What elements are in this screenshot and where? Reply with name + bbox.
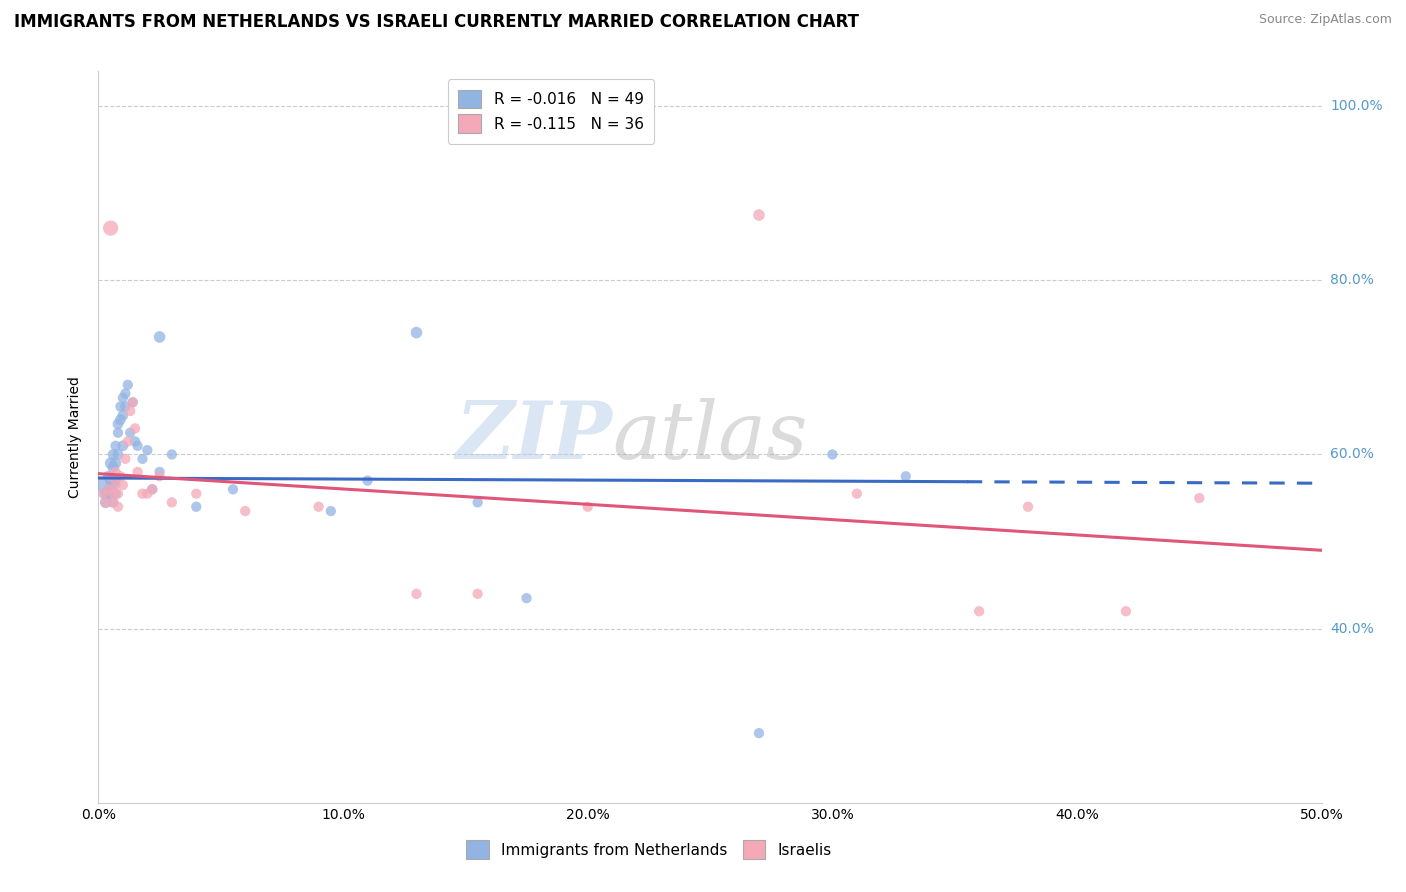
Text: 80.0%: 80.0% — [1330, 273, 1374, 287]
Point — [141, 483, 163, 497]
Text: 60.0%: 60.0% — [1330, 448, 1374, 461]
Point — [94, 495, 117, 509]
Point — [149, 469, 172, 483]
Point — [1188, 491, 1211, 505]
Point — [748, 726, 770, 740]
Point — [104, 465, 127, 479]
Point — [111, 391, 134, 405]
Point — [107, 425, 129, 440]
Point — [110, 412, 132, 426]
Point — [120, 425, 142, 440]
Point — [222, 483, 245, 497]
Point — [91, 486, 114, 500]
Point — [405, 587, 427, 601]
Point — [101, 495, 124, 509]
Point — [111, 439, 134, 453]
Point — [149, 465, 172, 479]
Point — [107, 448, 129, 462]
Point — [356, 474, 378, 488]
Point — [894, 469, 917, 483]
Point — [124, 421, 146, 435]
Point — [91, 478, 114, 492]
Text: 40.0%: 40.0% — [1330, 622, 1374, 636]
Point — [97, 483, 120, 497]
Point — [308, 500, 330, 514]
Y-axis label: Currently Married: Currently Married — [69, 376, 83, 498]
Text: 100.0%: 100.0% — [1330, 99, 1382, 113]
Point — [111, 478, 134, 492]
Point — [319, 504, 342, 518]
Point — [821, 448, 844, 462]
Point — [124, 434, 146, 449]
Point — [136, 486, 159, 500]
Point — [131, 451, 153, 466]
Point — [110, 400, 132, 414]
Point — [121, 395, 143, 409]
Point — [127, 439, 149, 453]
Point — [100, 474, 122, 488]
Point — [107, 486, 129, 500]
Point — [576, 500, 599, 514]
Point — [114, 451, 136, 466]
Point — [748, 208, 770, 222]
Text: ZIP: ZIP — [456, 399, 612, 475]
Point — [467, 495, 489, 509]
Point — [101, 495, 124, 509]
Point — [967, 604, 990, 618]
Point — [97, 486, 120, 500]
Point — [107, 417, 129, 431]
Point — [117, 377, 139, 392]
Point — [117, 434, 139, 449]
Point — [104, 439, 127, 453]
Point — [101, 460, 124, 475]
Point — [100, 469, 122, 483]
Point — [186, 500, 208, 514]
Point — [515, 591, 537, 606]
Point — [104, 456, 127, 470]
Point — [111, 409, 134, 423]
Point — [467, 587, 489, 601]
Point — [121, 395, 143, 409]
Text: IMMIGRANTS FROM NETHERLANDS VS ISRAELI CURRENTLY MARRIED CORRELATION CHART: IMMIGRANTS FROM NETHERLANDS VS ISRAELI C… — [14, 13, 859, 31]
Point — [97, 469, 120, 483]
Point — [114, 386, 136, 401]
Point — [101, 448, 124, 462]
Point — [136, 443, 159, 458]
Point — [100, 221, 122, 235]
Point — [141, 483, 163, 497]
Point — [100, 486, 122, 500]
Point — [114, 400, 136, 414]
Point — [110, 469, 132, 483]
Point — [149, 330, 172, 344]
Point — [233, 504, 256, 518]
Point — [160, 448, 183, 462]
Point — [131, 486, 153, 500]
Point — [104, 478, 127, 492]
Point — [101, 478, 124, 492]
Text: atlas: atlas — [612, 399, 807, 475]
Point — [94, 495, 117, 509]
Point — [97, 483, 120, 497]
Text: Source: ZipAtlas.com: Source: ZipAtlas.com — [1258, 13, 1392, 27]
Point — [94, 486, 117, 500]
Point — [100, 456, 122, 470]
Point — [1115, 604, 1137, 618]
Point — [845, 486, 868, 500]
Legend: Immigrants from Netherlands, Israelis: Immigrants from Netherlands, Israelis — [457, 831, 841, 868]
Point — [127, 465, 149, 479]
Point — [104, 474, 127, 488]
Point — [405, 326, 427, 340]
Point — [101, 486, 124, 500]
Point — [104, 486, 127, 500]
Point — [107, 500, 129, 514]
Point — [120, 404, 142, 418]
Point — [186, 486, 208, 500]
Point — [1017, 500, 1039, 514]
Point — [160, 495, 183, 509]
Point — [100, 483, 122, 497]
